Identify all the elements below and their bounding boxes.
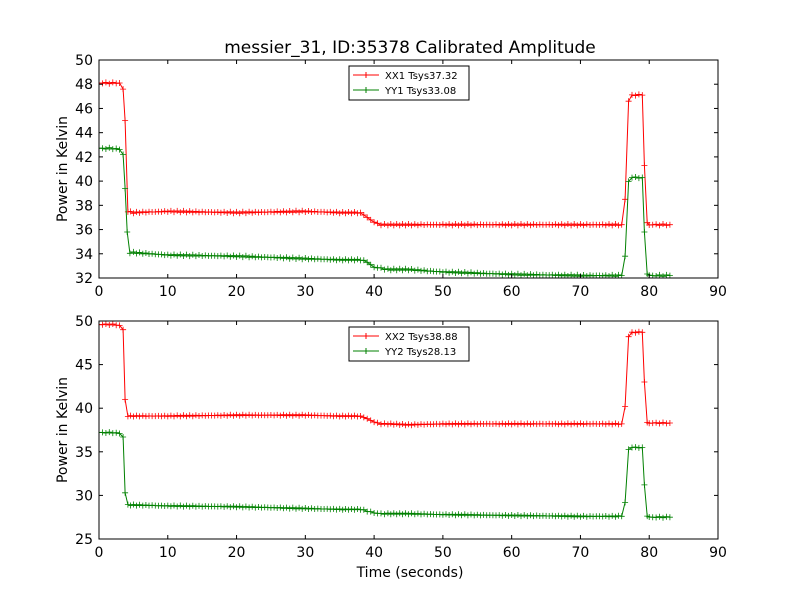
x-tick-label: 70 <box>572 545 590 561</box>
x-tick-label: 80 <box>640 284 658 300</box>
legend-marker <box>363 348 369 354</box>
plot-area <box>99 321 673 521</box>
bottom-plot: 0 10 20 30 40 50 60 70 80 90 25 30 35 40 45 50 Power in … <box>55 314 727 561</box>
y-tick-label: 42 <box>75 150 93 166</box>
y-tick-label: 45 <box>75 358 93 374</box>
x-tick-label: 0 <box>95 545 104 561</box>
y-tick-label: 34 <box>75 247 93 263</box>
series-markers <box>99 79 673 229</box>
x-tick-label: 50 <box>434 284 452 300</box>
x-tick-label: 90 <box>709 284 727 300</box>
series-markers <box>99 321 673 429</box>
y-tick-label: 50 <box>75 314 93 330</box>
chart-title: messier_31, ID:35378 Calibrated Amplitud… <box>224 38 596 58</box>
legend-label: XX1 Tsys37.32 <box>385 71 458 82</box>
y-tick-label: 25 <box>75 532 93 548</box>
x-axis-label: Time (seconds) <box>356 565 464 581</box>
legend-label: YY2 Tsys28.13 <box>384 347 456 358</box>
legend-label: YY1 Tsys33.08 <box>384 86 456 97</box>
x-tick-label: 0 <box>95 284 104 300</box>
axes-frame <box>98 320 719 540</box>
x-tick-label: 60 <box>503 545 521 561</box>
y-axis-label: Power in Kelvin <box>55 116 71 222</box>
x-tick-label: 70 <box>572 284 590 300</box>
y-tick-label: 36 <box>75 223 93 239</box>
y-tick-label: 44 <box>75 126 93 142</box>
y-axis-label: Power in Kelvin <box>55 377 71 483</box>
x-tick-label: 20 <box>228 284 246 300</box>
x-tick-label: 90 <box>709 545 727 561</box>
series-markers <box>99 429 673 521</box>
legend-box <box>348 65 470 101</box>
plot-area <box>99 79 673 278</box>
y-tick-label: 50 <box>75 53 93 69</box>
x-tick-label: 40 <box>365 545 383 561</box>
y-tick-label: 46 <box>75 101 93 117</box>
axes-frame <box>98 59 719 279</box>
x-tick-label: 50 <box>434 545 452 561</box>
x-tick-label: 30 <box>296 284 314 300</box>
y-tick-label: 38 <box>75 198 93 214</box>
series-markers <box>99 144 673 278</box>
y-tick-label: 30 <box>75 488 93 504</box>
x-tick-label: 20 <box>228 545 246 561</box>
legend-marker <box>363 333 369 339</box>
y-tick-label: 35 <box>75 445 93 461</box>
top-plot: 0 10 20 30 40 50 60 70 80 90 32 34 36 38 40 42 44 46 48 50 P… <box>55 53 727 300</box>
legend: XX1 Tsys37.32 YY1 Tsys33.08 <box>348 65 470 101</box>
x-tick-label: 30 <box>296 545 314 561</box>
legend-marker <box>363 87 369 93</box>
x-tick-label: 60 <box>503 284 521 300</box>
legend-label: XX2 Tsys38.88 <box>385 332 458 343</box>
y-tick-label: 40 <box>75 401 93 417</box>
y-tick-label: 32 <box>75 271 93 287</box>
x-tick-label: 10 <box>159 545 177 561</box>
legend: XX2 Tsys38.88 YY2 Tsys28.13 <box>348 326 470 362</box>
x-tick-label: 80 <box>640 545 658 561</box>
legend-box <box>348 326 470 362</box>
x-tick-label: 10 <box>159 284 177 300</box>
y-tick-label: 40 <box>75 174 93 190</box>
y-tick-label: 48 <box>75 77 93 93</box>
legend-marker <box>363 72 369 78</box>
x-tick-label: 40 <box>365 284 383 300</box>
